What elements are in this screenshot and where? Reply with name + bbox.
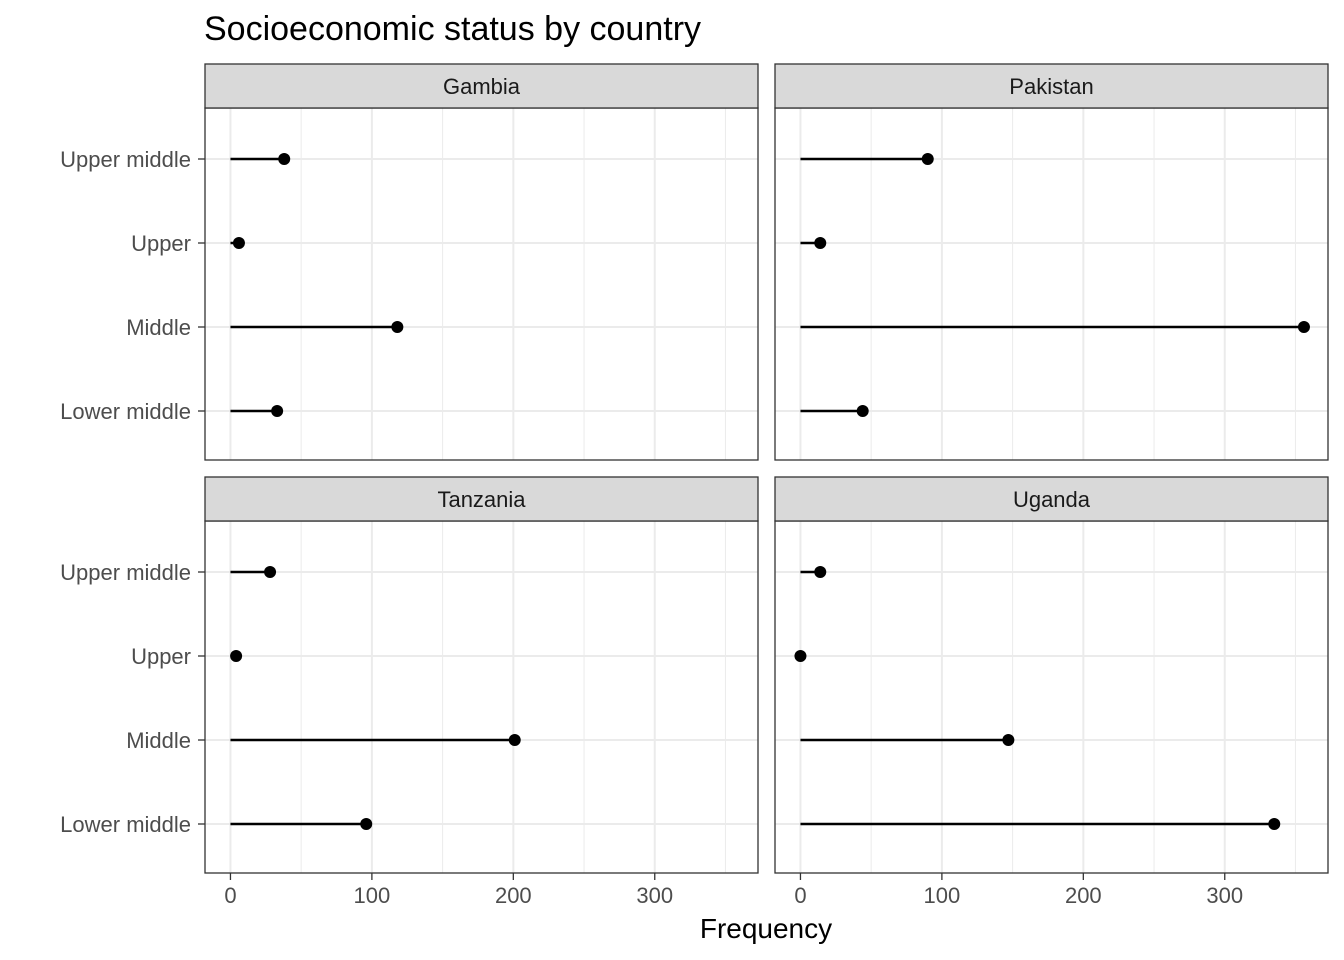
lollipop-point	[814, 566, 827, 578]
facet-strip-label: Gambia	[443, 74, 521, 99]
lollipop-point	[230, 650, 243, 662]
facet-strip-label: Uganda	[1013, 487, 1091, 512]
lollipop-point	[856, 405, 869, 417]
y-tick-label: Upper	[131, 644, 191, 669]
x-axis-2: 0 100 200 300	[794, 873, 1243, 908]
x-axis-1: 0 100 200 300	[224, 873, 673, 908]
y-tick-label: Upper	[131, 231, 191, 256]
facet-tanzania: Tanzania Upper middle Upper Middle Lower mid…	[60, 476, 759, 874]
chart-title: Socioeconomic status by country	[204, 10, 701, 48]
y-tick-label: Middle	[126, 315, 191, 340]
x-axis-title: Frequency	[700, 913, 832, 944]
lollipop-point	[232, 237, 245, 249]
facet-strip	[204, 63, 759, 109]
facet-panels: Gambia Upper middle Upper Middle Lower middl…	[60, 63, 1329, 874]
x-axes: 0 100 200 300 0 100 200 300	[224, 873, 1243, 908]
x-tick-label: 300	[636, 883, 673, 908]
x-tick-label: 100	[354, 883, 391, 908]
lollipop-point	[1268, 818, 1281, 830]
facet-strip	[774, 63, 1329, 109]
lollipop-point	[264, 566, 277, 578]
lollipop-point	[278, 153, 291, 165]
x-tick-label: 300	[1206, 883, 1243, 908]
panel-background	[205, 108, 758, 460]
lollipop-point	[508, 734, 521, 746]
x-tick-label: 200	[1065, 883, 1102, 908]
facet-strip	[204, 476, 759, 522]
lollipop-point	[814, 237, 827, 249]
facet-uganda: Uganda	[774, 476, 1329, 874]
facet-strip	[774, 476, 1329, 522]
x-tick-label: 100	[924, 883, 961, 908]
panel-background	[775, 521, 1328, 873]
panel-background	[205, 521, 758, 873]
facet-strip-label: Pakistan	[1009, 74, 1093, 99]
lollipop-point	[271, 405, 284, 417]
lollipop-point	[1297, 321, 1310, 333]
facet-gambia: Gambia Upper middle Upper Middle Lower middl…	[60, 63, 759, 461]
y-tick-label: Upper middle	[60, 147, 191, 172]
x-tick-label: 0	[224, 883, 236, 908]
lollipop-point	[360, 818, 373, 830]
y-tick-label: Middle	[126, 728, 191, 753]
panel-background	[775, 108, 1328, 460]
y-tick-label: Lower middle	[60, 812, 191, 837]
lollipop-point	[794, 650, 807, 662]
x-tick-label: 200	[495, 883, 532, 908]
y-tick-label: Lower middle	[60, 399, 191, 424]
lollipop-point	[921, 153, 934, 165]
x-tick-label: 0	[794, 883, 806, 908]
lollipop-point	[1002, 734, 1015, 746]
facet-strip-label: Tanzania	[437, 487, 526, 512]
lollipop-point	[391, 321, 404, 333]
y-tick-label: Upper middle	[60, 560, 191, 585]
facet-pakistan: Pakistan	[774, 63, 1329, 461]
